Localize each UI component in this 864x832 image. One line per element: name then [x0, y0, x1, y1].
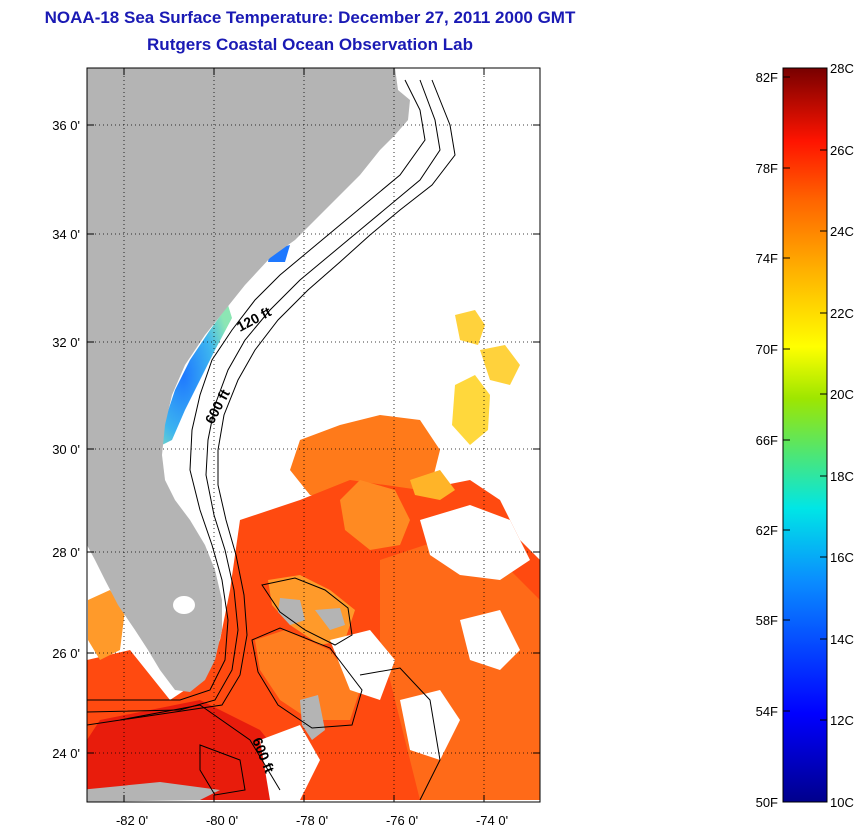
- lon-label: -78 0': [296, 813, 328, 828]
- lon-label: -76 0': [386, 813, 418, 828]
- colorbar-label-c: 26C: [830, 143, 854, 158]
- lat-label: 32 0': [52, 335, 80, 350]
- colorbar-label-c: 16C: [830, 550, 854, 565]
- lat-label: 26 0': [52, 646, 80, 661]
- map-title: NOAA-18 Sea Surface Temperature: Decembe…: [44, 8, 576, 27]
- lat-label: 36 0': [52, 118, 80, 133]
- land-mass-bahamas: [87, 598, 345, 802]
- lat-label: 30 0': [52, 442, 80, 457]
- lon-label: -80 0': [206, 813, 238, 828]
- sst-data-coastal-cold: [162, 305, 232, 445]
- lat-label: 24 0': [52, 746, 80, 761]
- latitude-labels: 36 0' 34 0' 32 0' 30 0' 28 0' 26 0' 24 0…: [52, 118, 80, 761]
- colorbar-label-f: 82F: [756, 70, 778, 85]
- colorbar-label-c: 22C: [830, 306, 854, 321]
- colorbar-label-f: 54F: [756, 704, 778, 719]
- colorbar-label-c: 24C: [830, 224, 854, 239]
- colorbar-label-f: 62F: [756, 523, 778, 538]
- colorbar-label-f: 66F: [756, 433, 778, 448]
- colorbar-label-c: 12C: [830, 713, 854, 728]
- sst-data-offshore: [88, 310, 520, 660]
- colorbar-label-c: 20C: [830, 387, 854, 402]
- colorbar-label-f: 58F: [756, 613, 778, 628]
- lon-label: -74 0': [476, 813, 508, 828]
- lat-label: 34 0': [52, 227, 80, 242]
- lat-label: 28 0': [52, 545, 80, 560]
- lon-label: -82 0': [116, 813, 148, 828]
- bathymetry-contours: [87, 79, 456, 801]
- colorbar-label-c: 18C: [830, 469, 854, 484]
- map-subtitle: Rutgers Coastal Ocean Observation Lab: [147, 35, 473, 54]
- land-mass-us: [87, 68, 410, 692]
- colorbar-label-c: 28C: [830, 61, 854, 76]
- colorbar-label-f: 70F: [756, 342, 778, 357]
- colorbar-label-c: 14C: [830, 632, 854, 647]
- colorbar: 82F 78F 74F 70F 66F 62F 58F 54F 50F 28C …: [756, 61, 854, 810]
- colorbar-label-f: 74F: [756, 251, 778, 266]
- colorbar-label-f: 50F: [756, 795, 778, 810]
- colorbar-gradient: [782, 67, 828, 803]
- colorbar-label-f: 78F: [756, 161, 778, 176]
- colorbar-label-c: 10C: [830, 795, 854, 810]
- longitude-labels: -82 0' -80 0' -78 0' -76 0' -74 0': [116, 813, 508, 828]
